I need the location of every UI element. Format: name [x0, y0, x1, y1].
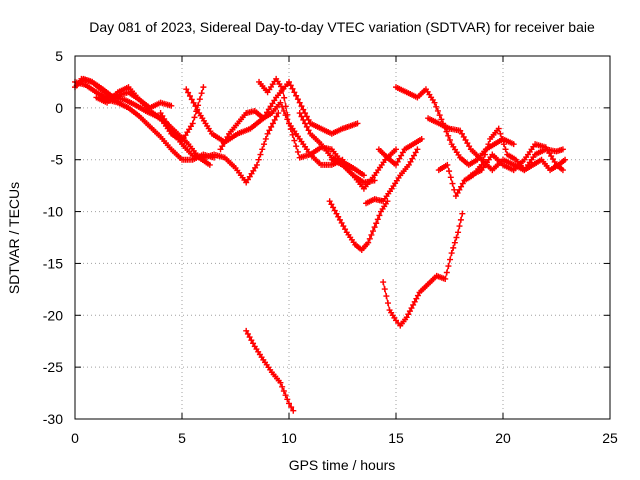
plus-markers [243, 327, 297, 414]
series-trace [258, 77, 375, 184]
series-arc-8 [256, 75, 378, 186]
grid-lines [75, 56, 610, 419]
series-arc-6 [183, 78, 314, 146]
series-arc-12 [326, 198, 391, 253]
plus-markers [157, 110, 282, 186]
x-tick-labels: 0 5 10 15 20 25 [71, 430, 618, 446]
plus-markers [467, 141, 566, 179]
axis-ticks [74, 55, 611, 420]
y-tick-label: -15 [43, 255, 63, 271]
plot-frame [74, 55, 611, 420]
x-tick-label: 0 [71, 430, 79, 446]
x-tick-label: 5 [178, 430, 186, 446]
x-tick-label: 15 [388, 430, 404, 446]
y-tick-label: 5 [55, 48, 63, 64]
x-tick-label: 25 [602, 430, 618, 446]
plus-markers [380, 210, 466, 329]
y-tick-label: -30 [43, 411, 63, 427]
series-trace [382, 213, 463, 327]
y-axis-label: SDTVAR / TECUs [6, 182, 22, 294]
series-trace [329, 200, 388, 251]
y-tick-label: -10 [43, 204, 63, 220]
series-arc-14 [375, 135, 425, 168]
plus-markers [217, 99, 346, 168]
chart-title: Day 081 of 2023, Sidereal Day-to-day VTE… [89, 19, 595, 35]
y-tick-label: -20 [43, 307, 63, 323]
plus-markers [363, 146, 421, 207]
x-axis-label: GPS time / hours [289, 457, 396, 473]
y-tick-label: -5 [51, 152, 64, 168]
series-trace [438, 127, 566, 198]
y-tick-label: -25 [43, 359, 63, 375]
series-arc-17 [435, 125, 569, 200]
plus-markers [435, 125, 569, 200]
plus-markers [326, 198, 391, 253]
series-arc-13 [363, 146, 421, 207]
x-tick-label: 10 [281, 430, 297, 446]
series-arc-5 [157, 110, 282, 186]
y-tick-labels: 5 0 -5 -10 -15 -20 -25 -30 [43, 48, 63, 427]
plus-markers [307, 120, 361, 137]
x-tick-label: 20 [495, 430, 511, 446]
plus-markers [256, 75, 378, 186]
series-arc-20 [243, 327, 297, 414]
series-arc-18 [467, 141, 566, 179]
y-tick-label: 0 [55, 100, 63, 116]
series-arc-7 [217, 99, 346, 168]
series-arc-10 [307, 120, 361, 137]
series-arc-19 [380, 210, 466, 329]
data-series [72, 75, 569, 414]
plus-markers [375, 135, 425, 168]
